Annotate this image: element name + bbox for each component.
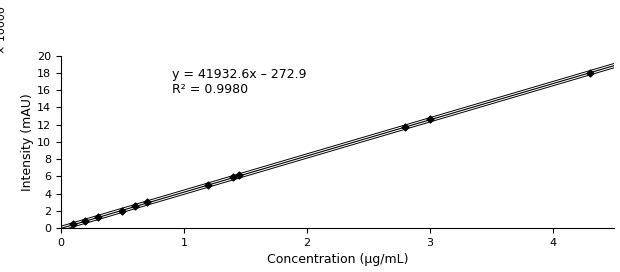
Point	[68, 222, 78, 227]
Point	[81, 219, 91, 224]
Point	[130, 204, 140, 209]
Point	[425, 117, 435, 122]
Text: y = 41932.6x – 272.9
R² = 0.9980: y = 41932.6x – 272.9 R² = 0.9980	[172, 69, 306, 97]
Point	[203, 183, 213, 188]
Point	[93, 215, 103, 219]
Point	[117, 209, 127, 213]
Point	[142, 200, 152, 204]
Y-axis label: Intensity (mAU): Intensity (mAU)	[21, 93, 34, 191]
Point	[228, 175, 238, 180]
Text: × 10000: × 10000	[0, 6, 7, 54]
X-axis label: Concentration (μg/mL): Concentration (μg/mL)	[267, 254, 409, 267]
Point	[401, 125, 410, 129]
Point	[585, 71, 595, 75]
Point	[234, 173, 244, 178]
